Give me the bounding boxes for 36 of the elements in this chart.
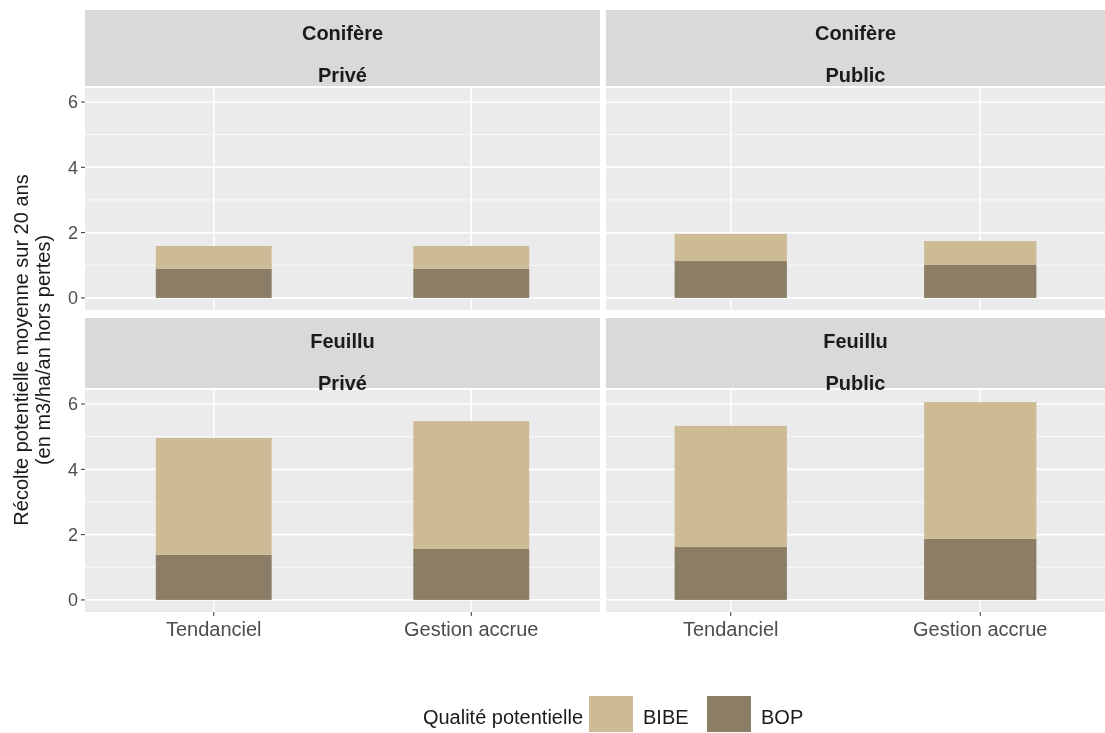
chart-subtitle: Privé: [318, 372, 367, 394]
bar: [924, 402, 1037, 539]
y-tick-label: 4: [67, 459, 78, 480]
x-tick-label: Tendanciel: [682, 618, 779, 640]
x-tick-label: Gestion accrue: [912, 618, 1048, 640]
bar: [674, 261, 787, 298]
bar: [155, 437, 272, 555]
bar: [924, 241, 1037, 265]
chart-subtitle: Privé: [318, 64, 367, 86]
y-tick-label: 6: [67, 394, 78, 415]
chart-title: Conifère: [301, 22, 384, 44]
legend-label: BOP: [761, 706, 804, 728]
x-tick-label: Tendanciel: [165, 618, 262, 640]
bar: [413, 548, 530, 600]
legend-title: Qualité potentielle: [422, 706, 583, 728]
y-tick-label: 2: [67, 524, 78, 545]
bar: [674, 233, 787, 262]
bar: [413, 421, 530, 549]
chart-title: Feuillu: [310, 330, 375, 352]
chart-title: Feuillu: [823, 330, 888, 352]
bar: [674, 425, 787, 548]
legend-label: BIBE: [643, 706, 689, 728]
y-tick-label: 6: [67, 92, 78, 113]
bar: [674, 547, 787, 600]
y-tick-label: 0: [67, 590, 78, 611]
y-tick-label: 0: [67, 288, 78, 309]
y-tick-label: 2: [67, 222, 78, 243]
chart-title: Conifère: [814, 22, 897, 44]
y-axis-title: Récolte potentielle moyenne sur 20 ans (en m3/ha/an hors pertes): [10, 174, 54, 526]
x-tick-label: Gestion accrue: [403, 618, 539, 640]
chart-subtitle: Public: [825, 372, 886, 394]
bar: [924, 264, 1037, 298]
chart-subtitle: Public: [825, 64, 886, 86]
bar: [155, 554, 272, 600]
bar: [924, 538, 1037, 600]
y-tick-label: 4: [67, 157, 78, 178]
